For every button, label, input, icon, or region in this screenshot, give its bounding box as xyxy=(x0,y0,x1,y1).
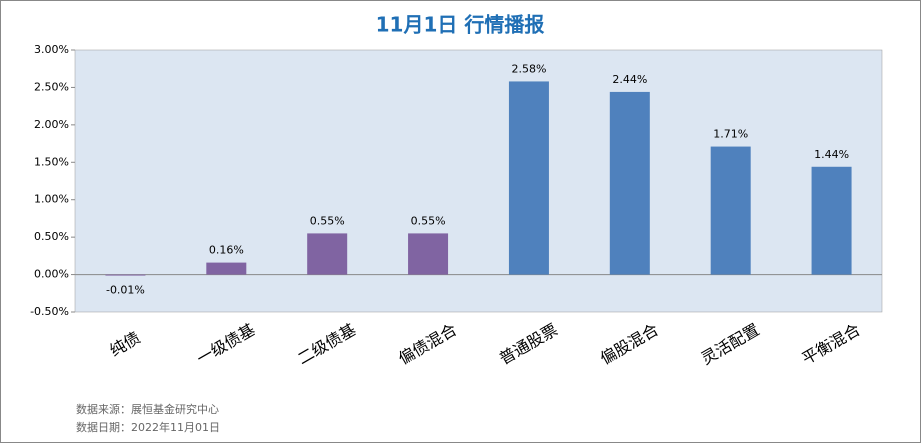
bar xyxy=(307,233,348,275)
bar xyxy=(508,81,549,275)
value-label: 0.55% xyxy=(411,214,446,227)
value-label: -0.01% xyxy=(106,284,145,297)
value-label: 2.44% xyxy=(612,73,647,86)
chart-title: 11月1日 行情播报 xyxy=(376,13,545,37)
y-tick-label: -0.50% xyxy=(30,305,69,318)
bar xyxy=(710,146,751,275)
value-label: 1.71% xyxy=(713,128,748,141)
y-tick-label: 1.00% xyxy=(34,193,69,206)
y-tick-label: 1.50% xyxy=(34,155,69,168)
bar xyxy=(408,233,449,275)
y-tick-label: 3.00% xyxy=(34,43,69,56)
y-tick-label: 0.50% xyxy=(34,230,69,243)
date-note: 数据日期：2022年11月01日 xyxy=(76,420,220,434)
bar xyxy=(206,262,247,275)
source-note: 数据来源：展恒基金研究中心 xyxy=(76,402,219,416)
value-label: 2.58% xyxy=(511,62,546,75)
y-tick-label: 2.00% xyxy=(34,118,69,131)
bar xyxy=(105,274,146,276)
value-label: 0.55% xyxy=(310,214,345,227)
bar xyxy=(609,91,650,275)
value-label: 1.44% xyxy=(814,148,849,161)
value-label: 0.16% xyxy=(209,244,244,257)
y-tick-label: 0.00% xyxy=(34,268,69,281)
plot-area xyxy=(74,49,883,313)
y-tick-label: 2.50% xyxy=(34,80,69,93)
bar xyxy=(811,166,852,275)
